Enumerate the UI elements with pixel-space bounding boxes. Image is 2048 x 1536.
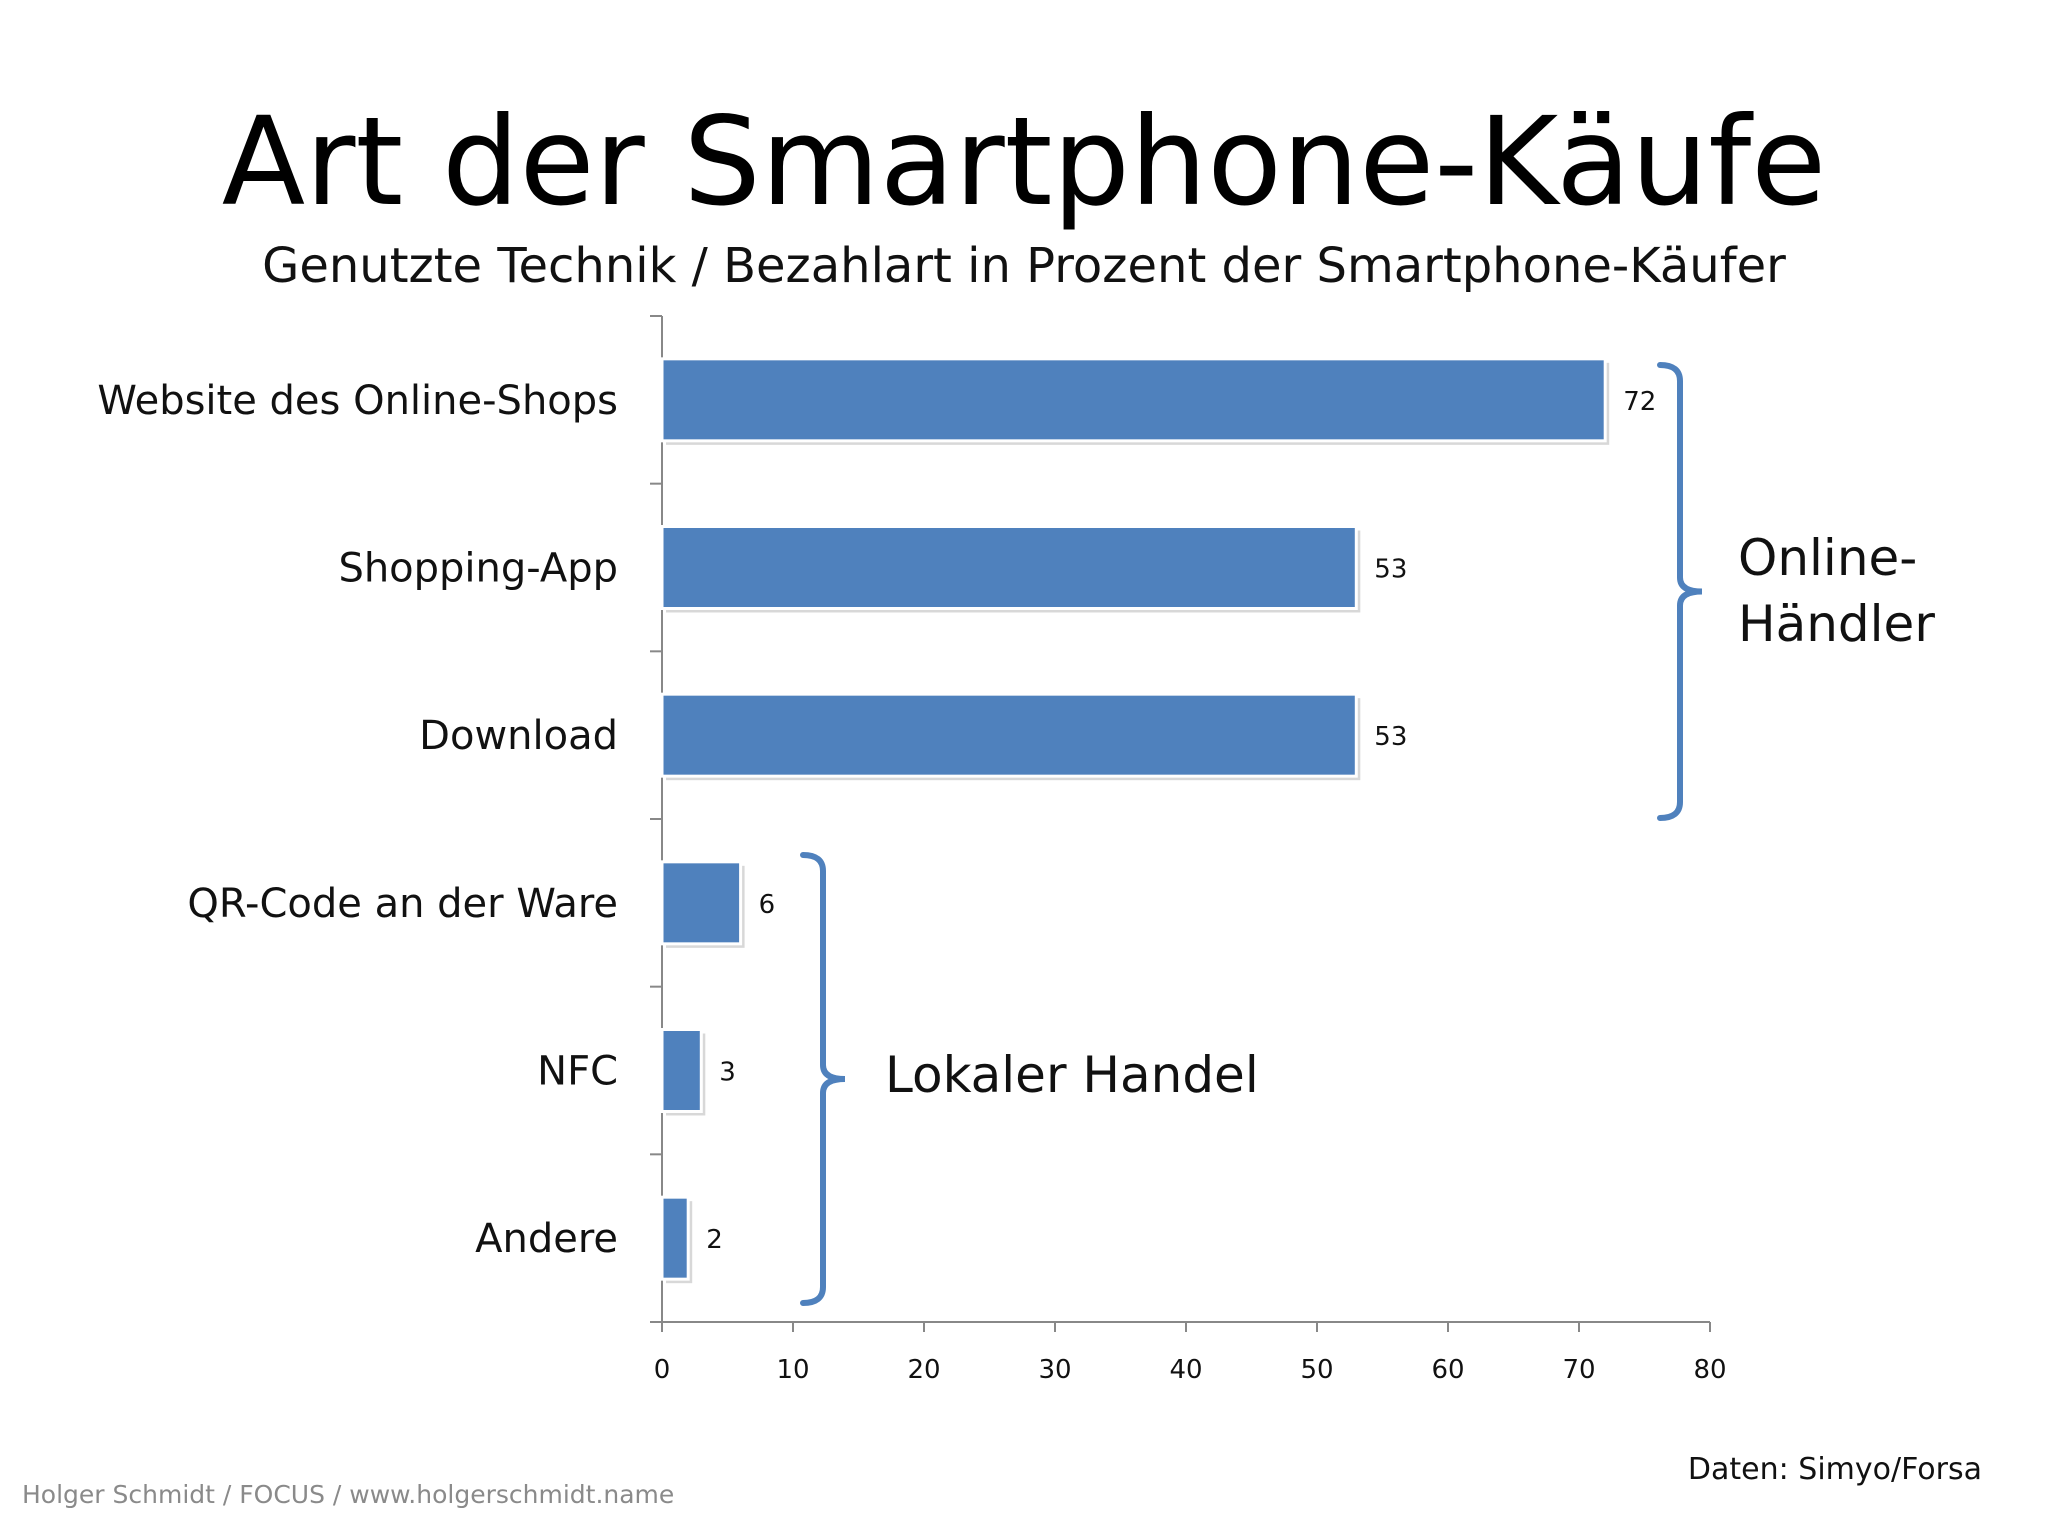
- category-label: Andere: [475, 1216, 618, 1262]
- data-label: 53: [1374, 555, 1407, 585]
- x-tick-label: 20: [907, 1355, 940, 1385]
- x-tick-label: 10: [776, 1355, 809, 1385]
- category-label: Download: [419, 713, 618, 759]
- chart-subtitle: Genutzte Technik / Bezahlart in Prozent …: [262, 238, 1786, 294]
- x-tick-label: 30: [1038, 1355, 1071, 1385]
- x-tick-label: 60: [1431, 1355, 1464, 1385]
- group-bracket: [1657, 362, 1703, 821]
- category-label: Website des Online-Shops: [97, 378, 618, 424]
- x-tick-label: 80: [1693, 1355, 1726, 1385]
- footer-source: Daten: Simyo/Forsa: [1687, 1452, 1982, 1487]
- category-label: Shopping-App: [338, 546, 618, 592]
- x-tick-label: 40: [1169, 1355, 1202, 1385]
- footer-credit: Holger Schmidt / FOCUS / www.holgerschmi…: [22, 1480, 675, 1509]
- x-tick-label: 50: [1300, 1355, 1333, 1385]
- annotation-lokaler-handel: Lokaler Handel: [885, 1046, 1259, 1104]
- bar: [660, 1195, 690, 1281]
- annotation-online-haendler: Online- Händler: [1738, 529, 1935, 653]
- bar: [660, 860, 743, 946]
- group-bracket: [800, 852, 846, 1306]
- data-label: 6: [759, 890, 776, 920]
- x-tick-label: 70: [1562, 1355, 1595, 1385]
- chart-title: Art der Smartphone-Käufe: [221, 91, 1827, 233]
- bar: [660, 1028, 703, 1113]
- data-label: 53: [1374, 722, 1407, 752]
- category-label: NFC: [537, 1049, 618, 1095]
- data-label: 2: [706, 1225, 723, 1255]
- x-tick-label: 0: [654, 1355, 671, 1385]
- data-label: 3: [719, 1058, 736, 1088]
- bar: [660, 357, 1607, 443]
- bar: [660, 692, 1358, 778]
- data-label: 72: [1623, 387, 1656, 417]
- bar: [660, 525, 1358, 610]
- category-label: QR-Code an der Ware: [187, 881, 618, 927]
